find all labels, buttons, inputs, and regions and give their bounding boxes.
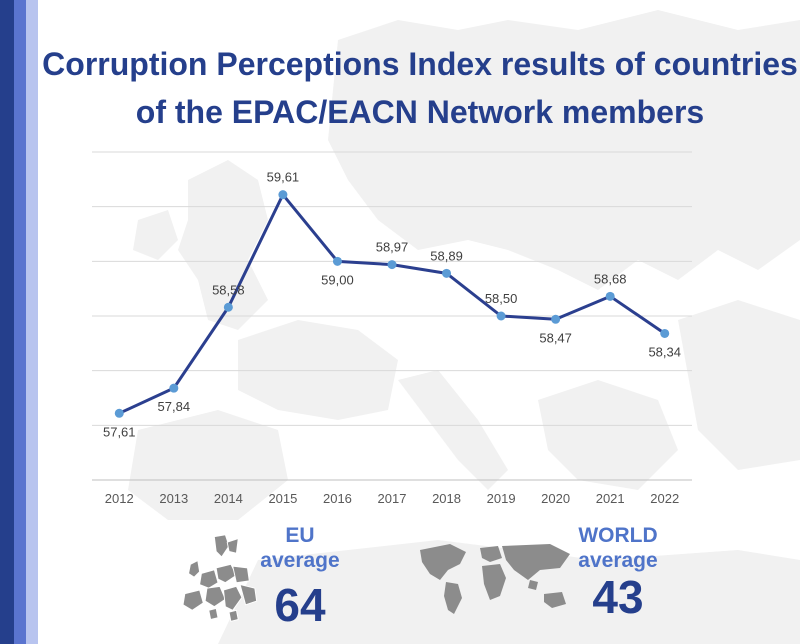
eu-average-label: EU average [255,523,345,573]
world-average-label: WORLD average [568,523,668,573]
data-point [278,190,288,200]
europe-background-map [128,10,800,644]
data-point [442,268,452,278]
world-map-icon [420,544,570,614]
x-tick-label: 2017 [378,491,407,506]
x-tick-label: 2013 [159,491,188,506]
data-label: 58,47 [539,330,572,345]
data-point [169,383,179,393]
chart-title-line-2: of the EPAC/EACN Network members [135,94,705,130]
data-point [551,314,561,324]
data-point [496,311,506,321]
x-tick-label: 2022 [650,491,679,506]
data-points [114,190,670,418]
x-tick-label: 2014 [214,491,243,506]
x-tick-label: 2021 [596,491,625,506]
world-label-line-1: WORLD [578,524,658,547]
x-tick-label: 2016 [323,491,352,506]
data-labels: 57,61 57,84 58,58 59,61 59,00 58,97 58,89 58,50… [103,170,681,440]
x-tick-label: 2020 [541,491,570,506]
series-line-layer [118,193,666,415]
world-average-value: 43 [592,571,644,623]
data-label: 58,68 [594,271,627,286]
world-label-line-2: average [578,549,658,572]
x-tick-label: 2019 [487,491,516,506]
data-point [223,302,233,312]
data-label: 58,34 [648,344,681,359]
eu-label-line-1: EU [285,524,315,547]
data-point [605,291,615,301]
chart-title: Corruption Perceptions Index results of … [40,40,800,136]
data-point [660,328,670,338]
data-point [387,260,397,270]
eu-label-line-2: average [260,549,340,572]
data-label: 58,50 [485,291,518,306]
data-label: 59,00 [321,272,354,287]
gridlines [92,151,692,481]
x-axis-ticks: 2012 2013 2014 2015 2016 2017 2018 2019 2020 2021… [105,491,679,506]
x-tick-label: 2018 [432,491,461,506]
left-stripe-mid [14,0,26,644]
line-chart: 57,61 57,84 58,58 59,61 59,00 58,97 58,89 58,50… [92,151,692,506]
left-stripe-dark [0,0,14,644]
x-tick-label: 2015 [268,491,297,506]
left-stripe-light [26,0,38,644]
x-tick-label: 2012 [105,491,134,506]
data-label: 57,84 [158,399,191,414]
data-label: 59,61 [267,170,300,185]
data-label: 58,89 [430,248,463,263]
data-point [114,408,124,418]
data-label: 58,58 [212,282,245,297]
chart-title-line-1: Corruption Perceptions Index results of … [42,46,798,82]
series-line [118,193,666,415]
data-label: 57,61 [103,424,136,439]
eu-average-value: 64 [274,579,326,631]
data-point [332,256,342,266]
europe-map-icon [182,534,258,622]
data-label: 58,97 [376,240,409,255]
